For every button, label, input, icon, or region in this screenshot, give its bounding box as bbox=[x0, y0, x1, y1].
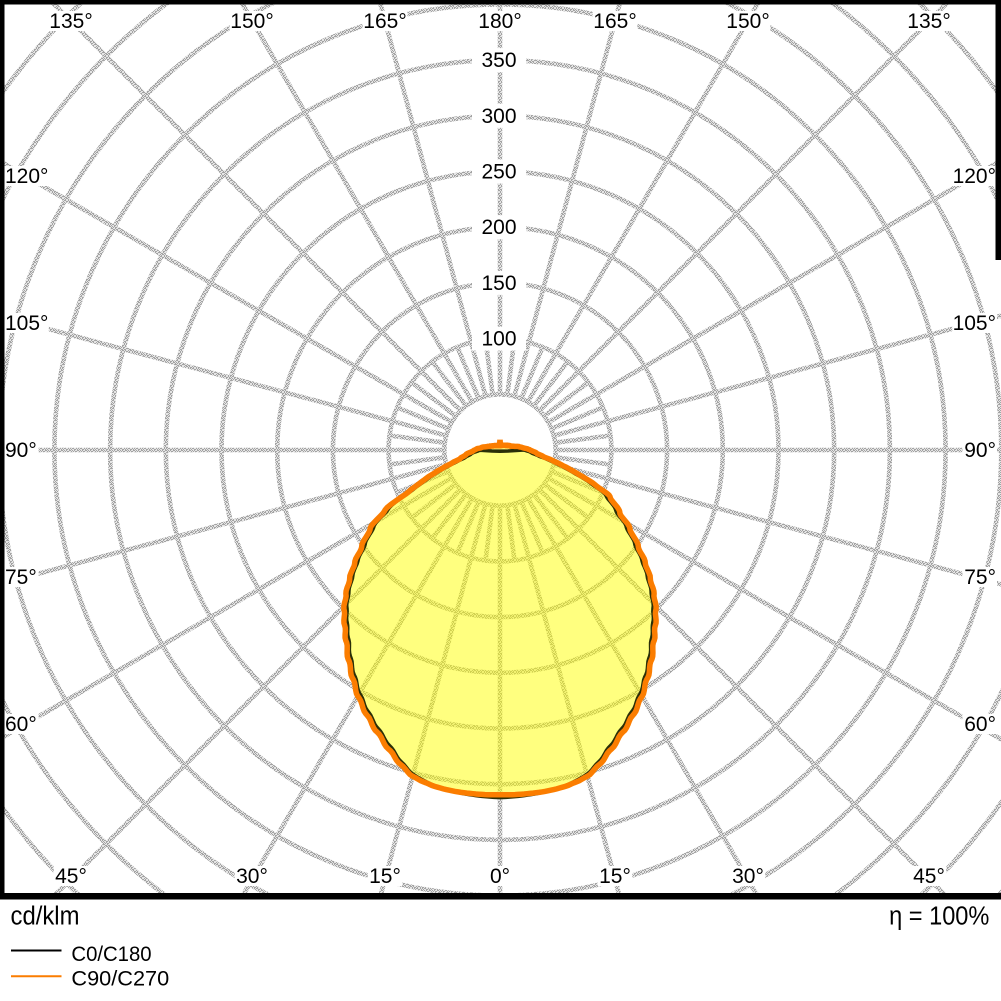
svg-text:135°: 135° bbox=[49, 10, 92, 33]
svg-text:150°: 150° bbox=[726, 10, 769, 33]
svg-text:60°: 60° bbox=[5, 713, 37, 736]
svg-text:105°: 105° bbox=[5, 312, 48, 335]
svg-text:0°: 0° bbox=[490, 865, 510, 888]
svg-text:135°: 135° bbox=[907, 10, 950, 33]
svg-text:90°: 90° bbox=[5, 439, 37, 462]
svg-text:250: 250 bbox=[481, 161, 516, 184]
svg-text:120°: 120° bbox=[5, 165, 48, 188]
svg-text:15°: 15° bbox=[369, 865, 401, 888]
svg-text:60°: 60° bbox=[964, 713, 996, 736]
svg-text:30°: 30° bbox=[236, 865, 268, 888]
svg-text:90°: 90° bbox=[964, 439, 996, 462]
svg-text:150: 150 bbox=[481, 272, 516, 295]
svg-text:45°: 45° bbox=[913, 865, 945, 888]
svg-text:75°: 75° bbox=[964, 566, 996, 589]
svg-text:120°: 120° bbox=[953, 165, 996, 188]
svg-text:η = 100%: η = 100% bbox=[889, 901, 989, 931]
svg-text:300: 300 bbox=[481, 105, 516, 128]
svg-text:C0/C180: C0/C180 bbox=[71, 943, 151, 966]
svg-text:105°: 105° bbox=[953, 312, 996, 335]
svg-text:200: 200 bbox=[481, 216, 516, 239]
svg-text:180°: 180° bbox=[478, 10, 521, 33]
svg-text:165°: 165° bbox=[593, 10, 636, 33]
svg-text:cd/klm: cd/klm bbox=[11, 901, 80, 931]
svg-text:165°: 165° bbox=[363, 10, 406, 33]
svg-text:75°: 75° bbox=[5, 566, 37, 589]
svg-text:30°: 30° bbox=[732, 865, 764, 888]
svg-text:350: 350 bbox=[481, 49, 516, 72]
svg-text:15°: 15° bbox=[599, 865, 631, 888]
svg-text:45°: 45° bbox=[55, 865, 87, 888]
svg-text:150°: 150° bbox=[230, 10, 273, 33]
svg-text:100: 100 bbox=[481, 328, 516, 351]
svg-text:C90/C270: C90/C270 bbox=[71, 968, 169, 991]
